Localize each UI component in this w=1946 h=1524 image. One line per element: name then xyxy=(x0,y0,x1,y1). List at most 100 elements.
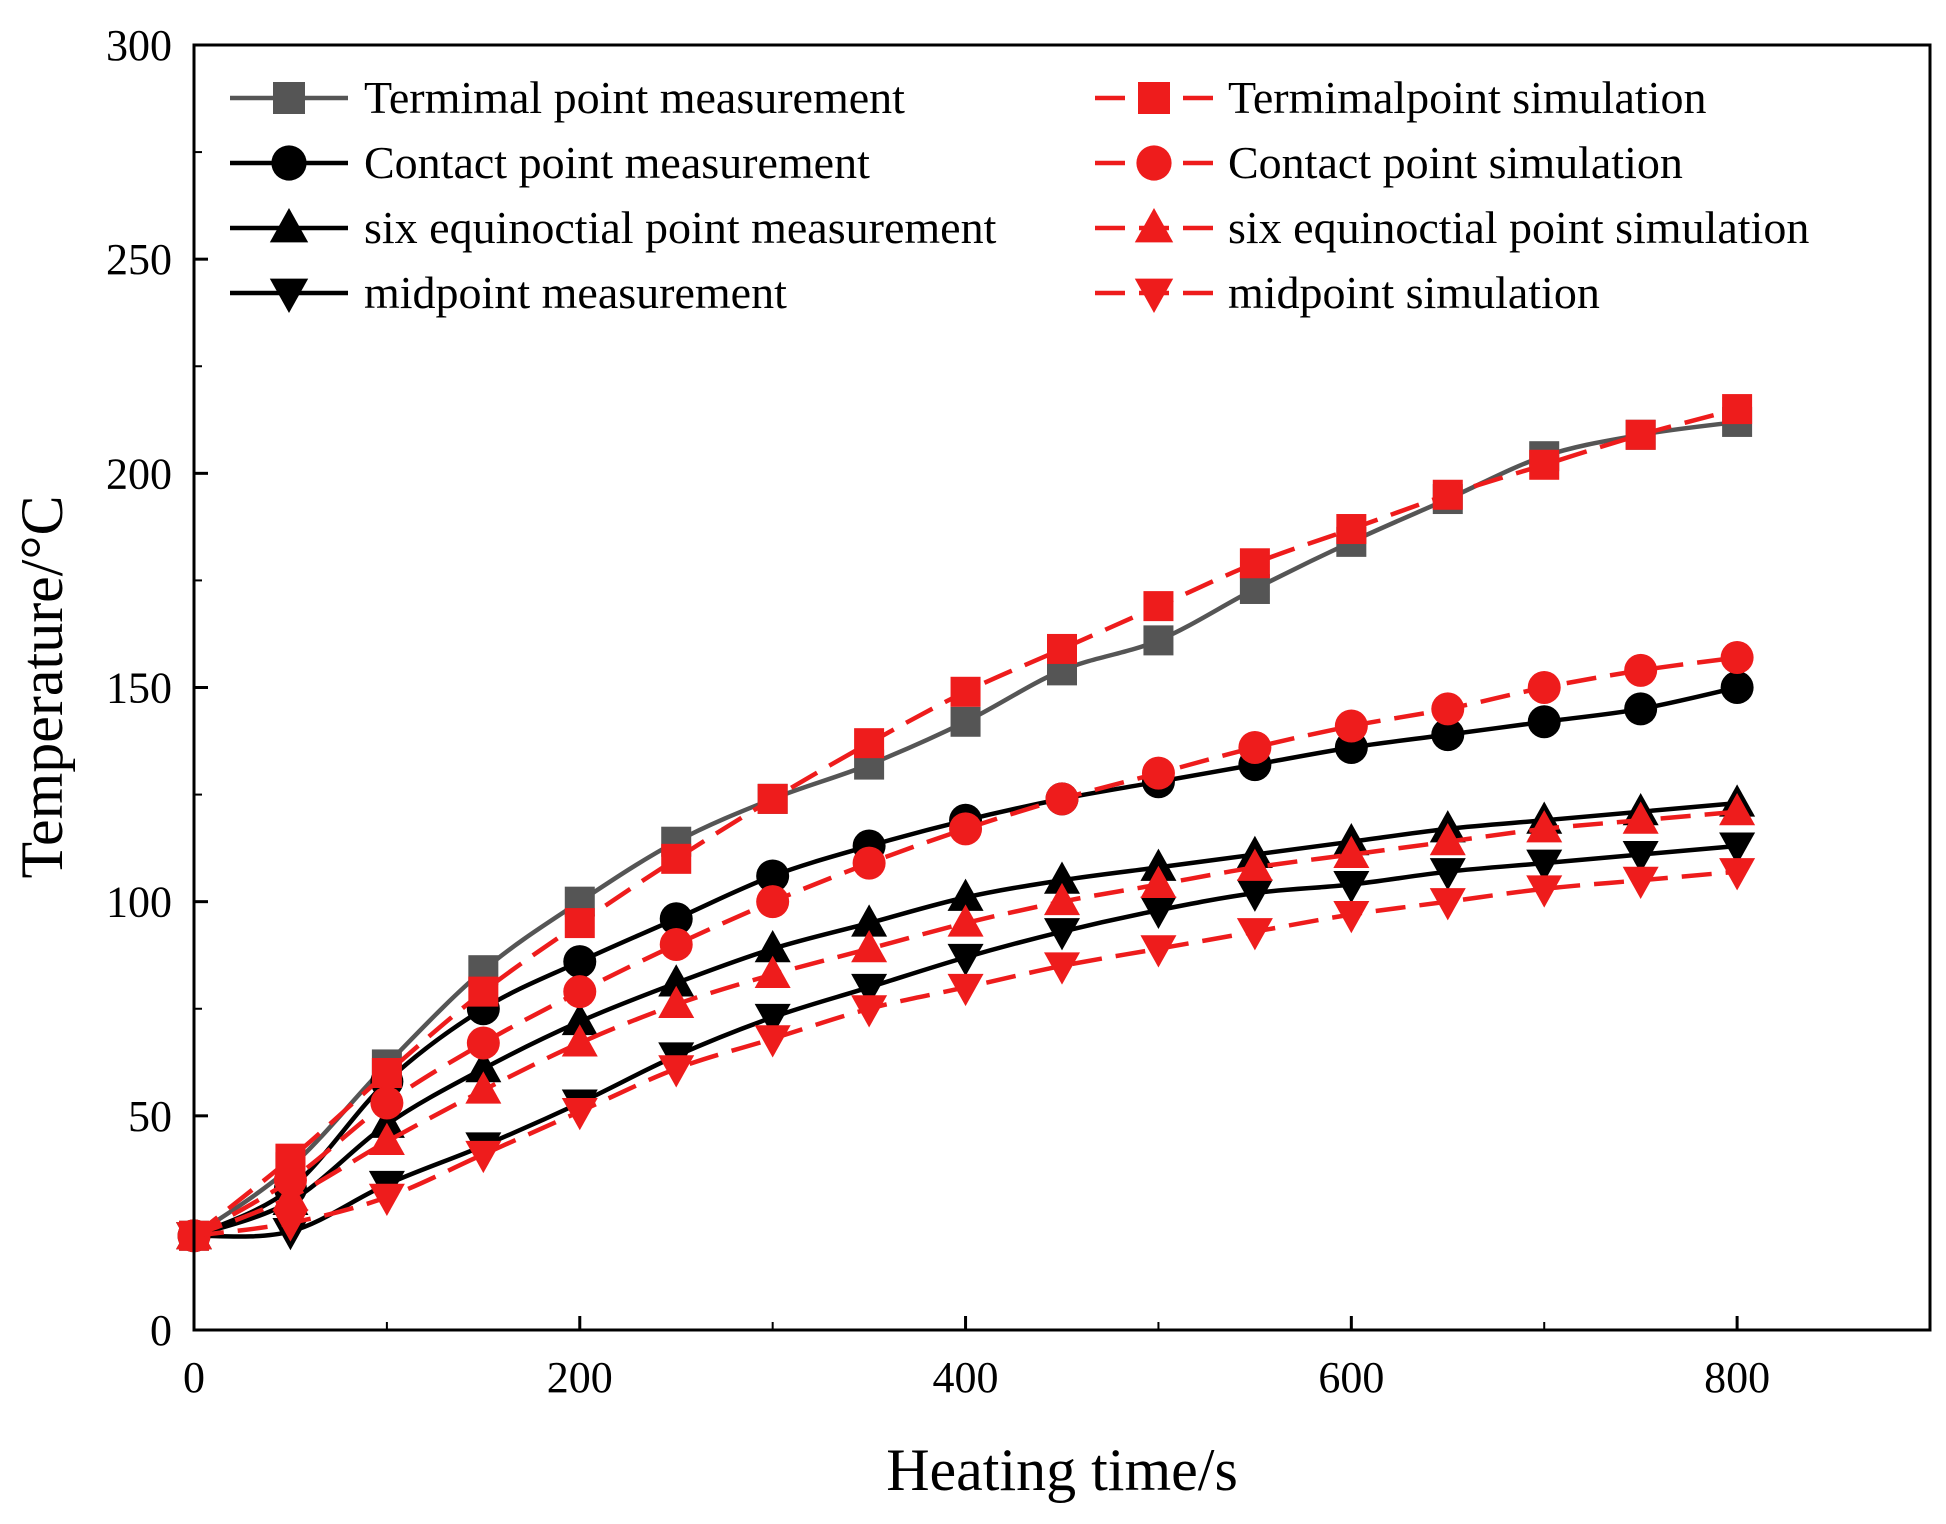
data-point xyxy=(1236,918,1273,951)
y-tick-label: 50 xyxy=(128,1092,172,1141)
data-point xyxy=(950,676,981,707)
tick-labels: 0 200 400 600 800 0 50 100 150 200 250 300 xyxy=(106,21,1770,1402)
data-point xyxy=(1047,633,1077,664)
data-point xyxy=(1429,888,1466,921)
legend-label: midpoint measurement xyxy=(364,267,787,318)
series-line xyxy=(193,809,1738,1238)
data-point xyxy=(370,1086,404,1120)
data-point xyxy=(658,985,695,1018)
legend-marker xyxy=(269,278,309,313)
data-point xyxy=(851,973,888,1007)
data-point xyxy=(1719,832,1756,865)
data-point xyxy=(1333,901,1370,934)
data-point xyxy=(1526,849,1563,882)
legend-marker xyxy=(271,145,307,181)
data-point xyxy=(851,995,888,1028)
data-point xyxy=(561,1024,598,1057)
series-layer xyxy=(176,394,1756,1255)
y-tick-label: 200 xyxy=(106,449,172,498)
data-point xyxy=(1336,514,1367,545)
data-point xyxy=(468,976,499,1007)
legend-label: Contact point measurement xyxy=(364,137,870,188)
data-point xyxy=(756,885,790,919)
data-point xyxy=(561,1098,598,1131)
legend-item: six equinoctial point simulation xyxy=(1095,202,1809,253)
legend-label: six equinoctial point simulation xyxy=(1228,202,1809,253)
series-2 xyxy=(176,784,1756,1250)
data-point xyxy=(1143,625,1174,656)
data-point xyxy=(1720,671,1754,704)
data-point xyxy=(1622,866,1659,899)
x-axis-title: Heating time/s xyxy=(886,1437,1238,1503)
legend-marker xyxy=(273,82,305,114)
y-tick-label: 300 xyxy=(106,21,172,70)
data-point xyxy=(1236,879,1273,912)
y-tick-label: 150 xyxy=(106,664,172,713)
legend-label: Termimalpoint simulation xyxy=(1228,72,1706,123)
data-point xyxy=(1333,871,1370,904)
data-point xyxy=(949,812,983,846)
data-point xyxy=(1140,848,1177,881)
data-point xyxy=(1239,573,1270,604)
data-point xyxy=(465,1140,502,1174)
data-point xyxy=(1527,671,1561,704)
data-point xyxy=(272,1178,309,1211)
data-point xyxy=(1719,792,1756,826)
data-point xyxy=(658,964,695,997)
data-point xyxy=(371,1058,402,1088)
legend-label: six equinoctial point measurement xyxy=(364,202,997,253)
data-point xyxy=(1622,801,1659,834)
data-point xyxy=(1624,653,1658,687)
data-point xyxy=(465,1071,502,1104)
data-point xyxy=(1622,841,1659,874)
legend-item: Contact point simulation xyxy=(1095,137,1683,188)
plot-frame xyxy=(192,43,1932,1332)
data-point xyxy=(1431,718,1465,752)
data-point xyxy=(1143,591,1174,622)
data-point xyxy=(851,904,888,937)
x-tick-label: 400 xyxy=(933,1353,999,1402)
data-point xyxy=(1526,810,1563,843)
x-tick-label: 800 xyxy=(1704,1353,1770,1402)
data-point xyxy=(1333,835,1370,869)
x-tick-label: 600 xyxy=(1318,1353,1384,1402)
data-point xyxy=(947,973,984,1007)
legend-label: Contact point simulation xyxy=(1228,137,1683,188)
x-tick-label: 0 xyxy=(183,1353,205,1402)
data-point xyxy=(756,859,790,893)
data-point xyxy=(1239,548,1270,579)
legend-item: midpoint simulation xyxy=(1095,267,1600,318)
data-point xyxy=(754,1025,791,1058)
legend-item: Contact point measurement xyxy=(230,137,870,188)
data-point xyxy=(852,846,886,880)
legend-label: Termimal point measurement xyxy=(364,72,905,123)
data-point xyxy=(1236,848,1273,881)
data-point xyxy=(1334,709,1368,743)
data-point xyxy=(1720,641,1754,675)
data-point xyxy=(563,975,597,1009)
data-point xyxy=(466,1026,500,1060)
data-point xyxy=(757,783,788,814)
data-point xyxy=(950,706,981,737)
data-point xyxy=(368,1122,405,1156)
data-point xyxy=(1429,858,1466,891)
series-7 xyxy=(176,858,1756,1255)
legend-marker xyxy=(1138,82,1170,114)
data-point xyxy=(1527,705,1561,739)
data-point xyxy=(1429,822,1466,856)
data-point xyxy=(1432,479,1463,510)
data-point xyxy=(1140,865,1177,899)
data-point xyxy=(1625,419,1656,450)
data-point xyxy=(1141,756,1175,790)
data-point xyxy=(754,955,791,988)
series-line xyxy=(193,869,1738,1239)
legend-label: midpoint simulation xyxy=(1228,267,1600,318)
data-point xyxy=(947,943,984,977)
y-axis-title: Temperature/°C xyxy=(9,496,75,879)
legend-item: midpoint measurement xyxy=(230,267,787,318)
data-point xyxy=(564,908,595,939)
series-6 xyxy=(176,792,1756,1250)
data-point xyxy=(1140,896,1177,929)
series-5 xyxy=(177,641,1754,1253)
